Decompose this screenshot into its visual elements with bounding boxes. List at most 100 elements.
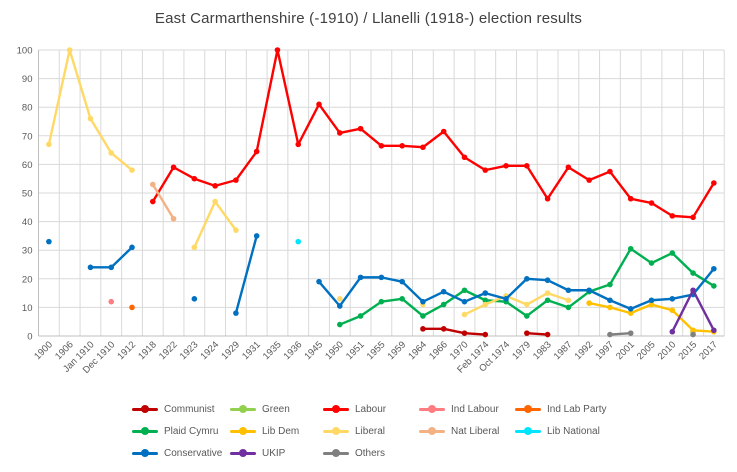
y-tick-label: 0	[27, 332, 32, 343]
data-point	[420, 313, 426, 319]
y-tick-label: 40	[22, 217, 33, 228]
data-point	[191, 296, 198, 302]
data-point	[565, 164, 572, 171]
data-point	[129, 304, 135, 311]
legend-item-lib-dem: Lib Dem	[230, 425, 299, 437]
data-point	[233, 310, 239, 316]
data-point	[378, 298, 385, 305]
data-point	[378, 143, 385, 149]
data-point	[108, 264, 115, 271]
data-point	[46, 238, 52, 245]
x-tick-label: 1923	[178, 339, 201, 362]
data-point	[399, 143, 405, 149]
data-point	[337, 321, 343, 328]
legend-item-ind-lab-party: Ind Lab Party	[515, 403, 606, 415]
legend-marker-dot	[524, 427, 532, 435]
x-tick-label: 1966	[427, 339, 450, 362]
data-point	[711, 327, 717, 334]
data-point	[253, 148, 260, 155]
legend-item-labour: Labour	[323, 403, 386, 415]
x-tick-label: 1950	[323, 339, 346, 362]
legend-marker-dot	[524, 405, 532, 413]
data-point	[524, 163, 530, 169]
data-point	[482, 290, 489, 296]
data-point	[711, 265, 717, 272]
x-tick-label: 1924	[199, 339, 222, 362]
legend-item-nat-liberal: Nat Liberal	[419, 425, 499, 437]
data-point	[149, 198, 156, 205]
legend-marker-dot	[239, 449, 247, 457]
legend-marker-dot	[141, 427, 149, 435]
x-tick-label: 1900	[32, 339, 55, 362]
data-point	[669, 328, 676, 335]
legend-swatch	[132, 405, 158, 413]
series-communist	[421, 327, 549, 336]
data-point	[440, 301, 447, 308]
legend-swatch	[323, 449, 349, 457]
data-point	[627, 195, 634, 202]
data-point	[399, 296, 405, 302]
data-point	[648, 260, 655, 266]
data-point	[565, 304, 572, 311]
legend-marker-dot	[239, 427, 247, 435]
x-tick-label: 1945	[302, 339, 325, 362]
data-point	[274, 47, 281, 53]
x-tick-label: 2005	[635, 339, 658, 362]
data-point	[461, 298, 468, 305]
data-point	[295, 238, 302, 245]
data-point	[129, 167, 135, 173]
x-tick-label: 1918	[136, 339, 159, 362]
x-tick-label: 1931	[240, 339, 263, 362]
data-point	[524, 301, 530, 308]
data-point	[461, 330, 468, 336]
data-point	[544, 277, 551, 284]
data-point	[711, 180, 717, 186]
x-tick-label: 1929	[219, 339, 242, 362]
legend-marker-dot	[141, 449, 149, 457]
data-point	[482, 301, 489, 308]
legend-item-plaid-cymru: Plaid Cymru	[132, 425, 218, 437]
data-point	[440, 128, 447, 135]
data-point	[544, 195, 551, 202]
data-point	[648, 301, 655, 308]
legend-item-lib-national: Lib National	[515, 425, 600, 437]
x-tick-label: 1983	[531, 339, 554, 362]
data-point	[627, 310, 634, 316]
data-point	[87, 115, 94, 122]
data-point	[690, 327, 696, 334]
data-point	[378, 274, 385, 281]
data-point	[482, 331, 489, 338]
legend-marker-dot	[332, 427, 340, 435]
x-tick-label: 1959	[386, 339, 409, 362]
data-point	[170, 164, 177, 171]
data-point	[607, 281, 613, 288]
data-point	[295, 141, 302, 148]
series-nat-liberal	[151, 183, 175, 220]
data-point	[108, 298, 115, 305]
x-tick-label: 2015	[676, 339, 699, 362]
data-point	[690, 214, 696, 221]
data-point	[524, 313, 530, 319]
y-tick-label: 90	[22, 74, 33, 85]
data-point	[253, 233, 260, 239]
y-tick-label: 10	[22, 303, 33, 314]
y-tick-label: 80	[22, 103, 33, 114]
data-point	[607, 168, 613, 175]
y-tick-label: 20	[22, 274, 33, 285]
legend-swatch	[132, 427, 158, 435]
x-tick-label: 1935	[261, 339, 284, 362]
chart-title: East Carmarthenshire (-1910) / Llanelli …	[154, 10, 583, 27]
legend-swatch	[230, 449, 256, 457]
legend-item-communist: Communist	[132, 403, 215, 415]
y-axis-labels: 0 10 20 30 40 50 60 70 80 90 100	[17, 46, 33, 343]
legend-label: Ind Labour	[451, 403, 499, 415]
data-point	[690, 270, 696, 276]
legend-label: Conservative	[164, 447, 223, 459]
data-point	[233, 227, 239, 233]
x-tick-label: 1951	[344, 339, 367, 362]
data-point	[503, 163, 509, 169]
data-point	[357, 313, 364, 319]
x-tick-label: 2001	[614, 339, 637, 362]
data-point	[669, 296, 676, 302]
legend-item-liberal: Liberal	[323, 425, 385, 437]
